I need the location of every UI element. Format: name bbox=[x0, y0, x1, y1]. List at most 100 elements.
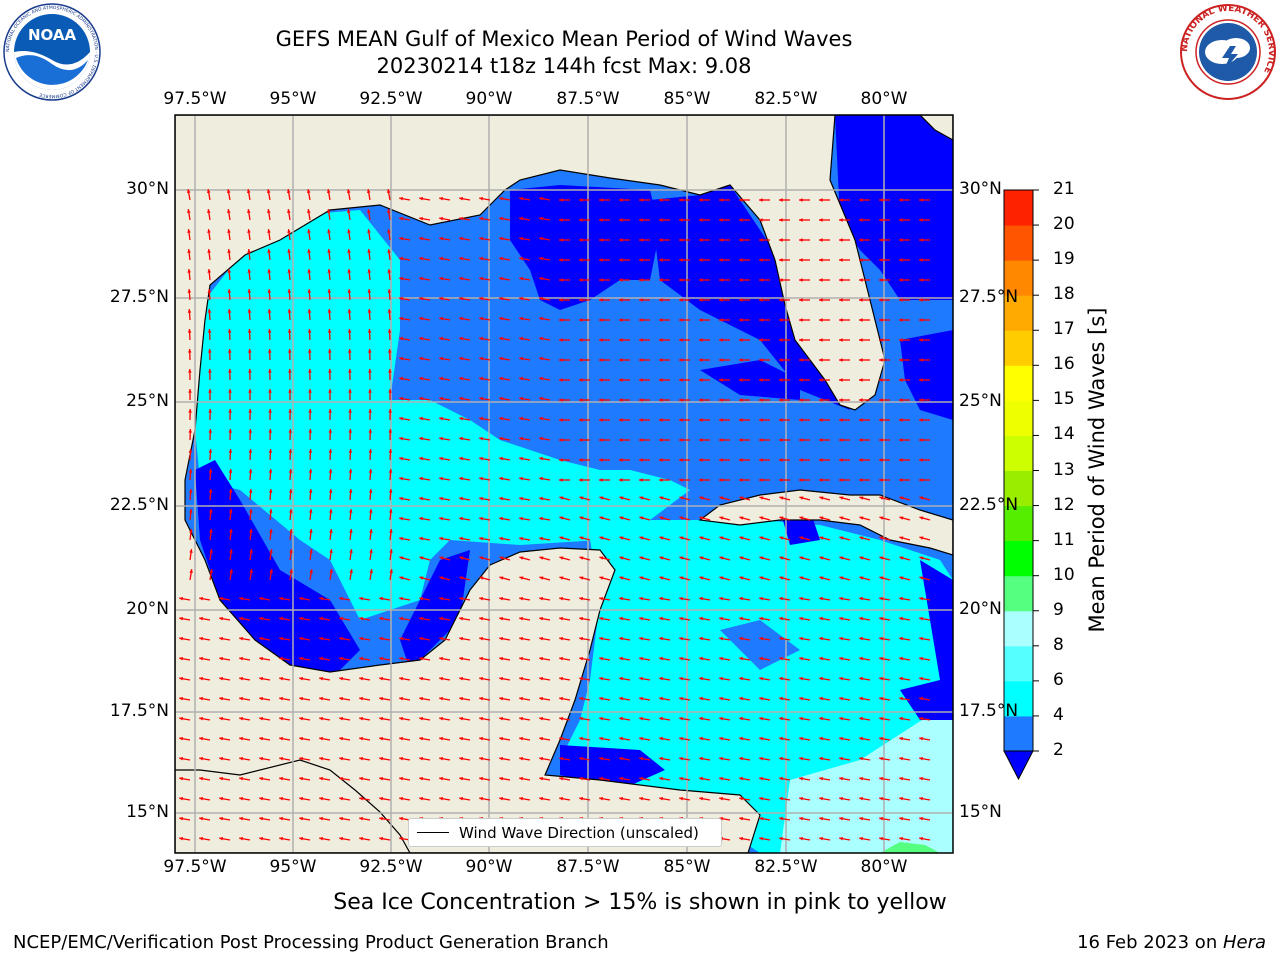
colorbar-tick-label: 19 bbox=[1053, 249, 1075, 270]
wave-direction-arrowhead bbox=[399, 196, 403, 201]
wave-direction-arrowhead bbox=[799, 796, 803, 801]
wave-direction-arrowhead bbox=[479, 676, 483, 681]
wave-direction-arrowhead bbox=[539, 336, 543, 341]
wave-direction-arrowhead bbox=[599, 438, 603, 442]
wave-direction-arrowhead bbox=[639, 496, 644, 500]
wave-direction-arrowhead bbox=[539, 456, 543, 461]
wave-direction-arrowhead bbox=[199, 696, 203, 701]
wave-direction-arrowhead bbox=[319, 816, 323, 821]
wave-direction-arrowhead bbox=[207, 209, 211, 213]
wave-direction-arrowhead bbox=[368, 489, 373, 493]
wave-direction-arrowhead bbox=[459, 416, 463, 421]
wave-direction-arrowhead bbox=[239, 836, 243, 841]
wave-direction-arrowhead bbox=[619, 496, 624, 500]
wave-direction-arrowhead bbox=[539, 436, 543, 441]
wave-direction-arrowhead bbox=[419, 696, 423, 701]
wave-direction-arrowhead bbox=[679, 656, 683, 661]
wave-direction-arrowhead bbox=[389, 549, 393, 553]
wave-direction-arrowhead bbox=[439, 676, 443, 681]
arrow-field bbox=[179, 189, 931, 841]
wave-direction-arrowhead bbox=[639, 458, 643, 462]
wave-direction-arrowhead bbox=[367, 269, 372, 273]
wave-direction-arrowhead bbox=[309, 549, 313, 553]
wave-direction-arrowhead bbox=[399, 376, 403, 381]
wave-direction-arrowhead bbox=[919, 258, 923, 262]
wave-direction-arrowhead bbox=[259, 776, 263, 781]
wave-direction-arrowhead bbox=[367, 249, 371, 253]
wave-direction-arrowhead bbox=[739, 478, 743, 482]
wave-direction-arrowhead bbox=[208, 389, 212, 393]
wave-direction-arrowhead bbox=[399, 316, 403, 321]
wave-direction-arrowhead bbox=[819, 496, 824, 500]
wave-direction-arrowhead bbox=[227, 349, 232, 353]
wave-direction-arrowhead bbox=[799, 378, 803, 382]
wave-direction-arrowhead bbox=[559, 716, 563, 721]
wave-direction-arrowhead bbox=[459, 476, 463, 481]
wave-direction-arrowhead bbox=[879, 258, 883, 262]
wave-direction-arrowhead bbox=[859, 716, 863, 721]
wave-direction-arrowhead bbox=[559, 278, 563, 282]
wave-direction-arrowhead bbox=[759, 418, 763, 422]
wave-direction-arrowhead bbox=[268, 389, 272, 393]
wave-direction-arrowhead bbox=[819, 536, 824, 540]
wave-direction-arrowhead bbox=[679, 556, 684, 560]
wave-direction-arrowhead bbox=[899, 596, 903, 601]
wave-direction-arrowhead bbox=[599, 716, 603, 721]
wave-direction-arrowhead bbox=[839, 458, 843, 462]
wave-direction-arrowhead bbox=[539, 636, 543, 641]
wave-direction-arrowhead bbox=[699, 716, 703, 721]
footer-left: NCEP/EMC/Verification Post Processing Pr… bbox=[13, 932, 609, 953]
wave-direction-arrowhead bbox=[289, 569, 293, 573]
wave-direction-arrowhead bbox=[519, 636, 523, 641]
lon-label-top: 97.5°W bbox=[163, 89, 227, 109]
nws-logo: NATIONAL WEATHER SERVICE bbox=[1178, 2, 1278, 102]
wave-direction-arrowhead bbox=[599, 358, 603, 362]
wave-direction-arrowhead bbox=[579, 716, 583, 721]
wave-direction-arrowhead bbox=[599, 198, 603, 202]
wave-direction-arrowhead bbox=[619, 358, 623, 362]
wave-direction-arrowhead bbox=[759, 358, 763, 362]
wave-direction-arrowhead bbox=[207, 289, 212, 293]
wave-direction-arrowhead bbox=[479, 416, 483, 421]
wave-direction-arrowhead bbox=[919, 776, 923, 781]
wave-direction-arrowhead bbox=[599, 258, 603, 262]
wave-direction-arrowhead bbox=[899, 258, 903, 262]
wave-direction-arrowhead bbox=[859, 418, 863, 422]
wave-direction-arrowhead bbox=[459, 716, 463, 721]
wave-direction-arrowhead bbox=[259, 796, 263, 801]
wave-direction-arrowhead bbox=[319, 756, 323, 761]
wave-direction-arrowhead bbox=[288, 449, 293, 453]
wave-direction-arrowhead bbox=[499, 756, 503, 761]
wave-direction-arrowhead bbox=[559, 776, 563, 781]
wave-direction-arrowhead bbox=[419, 616, 423, 621]
wave-direction-arrowhead bbox=[839, 536, 844, 540]
wave-direction-arrowhead bbox=[559, 338, 563, 342]
wave-direction-arrowhead bbox=[919, 816, 923, 821]
wave-direction-arrowhead bbox=[699, 298, 703, 302]
wave-direction-arrowhead bbox=[679, 576, 684, 580]
wave-direction-arrowhead bbox=[459, 336, 463, 341]
wave-direction-arrowhead bbox=[919, 198, 923, 202]
wave-direction-arrowhead bbox=[839, 636, 843, 641]
wave-direction-arrowhead bbox=[759, 696, 763, 701]
wave-direction-arrowhead bbox=[459, 616, 463, 621]
wave-direction-arrowhead bbox=[559, 198, 563, 202]
wave-direction-arrowhead bbox=[899, 398, 903, 402]
wave-direction-arrowhead bbox=[259, 716, 263, 721]
wave-direction-arrowhead bbox=[639, 736, 643, 741]
wave-direction-arrowhead bbox=[899, 836, 903, 841]
wave-direction-arrowhead bbox=[208, 489, 213, 493]
wave-direction-arrowhead bbox=[699, 238, 703, 242]
wave-direction-arrowhead bbox=[179, 696, 183, 701]
wave-direction-arrowhead bbox=[219, 796, 223, 801]
wave-direction-arrowhead bbox=[739, 458, 743, 462]
wave-direction-arrowhead bbox=[479, 616, 483, 621]
wave-direction-arrowhead bbox=[759, 378, 763, 382]
wave-direction-arrowhead bbox=[919, 756, 923, 761]
wave-direction-arrowhead bbox=[239, 696, 243, 701]
lat-label-right: 22.5°N bbox=[959, 495, 1019, 515]
wave-direction-arrowhead bbox=[179, 836, 183, 841]
wave-direction-arrowhead bbox=[208, 429, 213, 433]
wave-direction-arrowhead bbox=[859, 358, 863, 362]
wave-direction-arrowhead bbox=[819, 398, 823, 402]
